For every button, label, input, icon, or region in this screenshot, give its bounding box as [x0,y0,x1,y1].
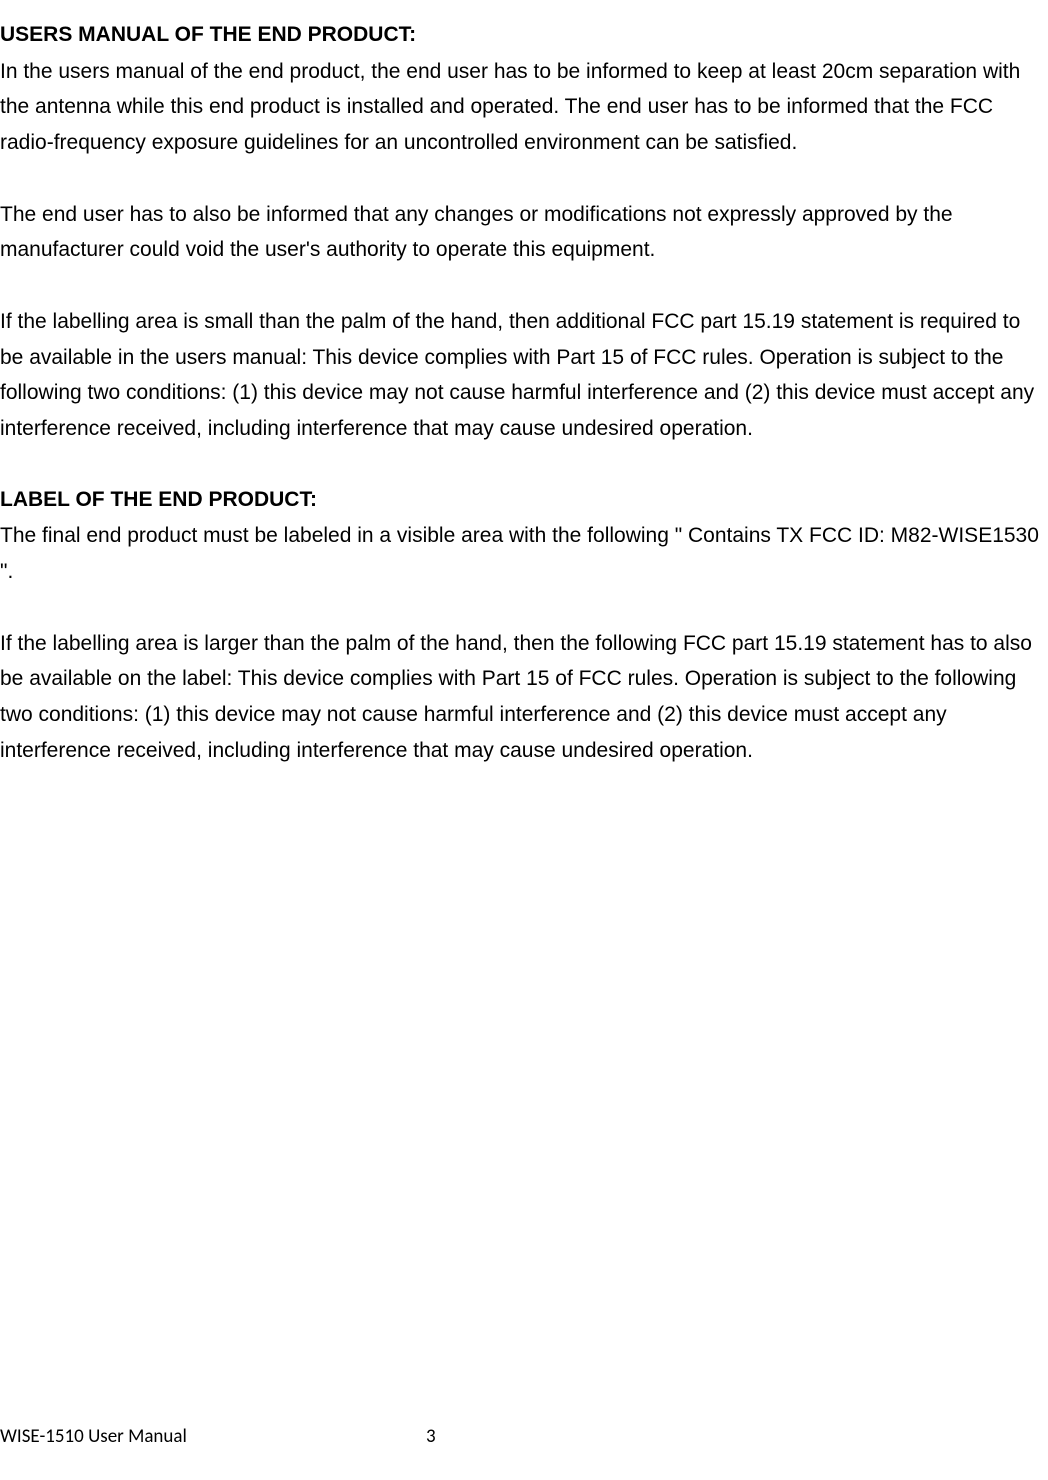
footer-page-number: 3 [426,1425,436,1448]
section2-heading: LABEL OF THE END PRODUCT: [0,483,1048,517]
section2-para1: The final end product must be labeled in… [0,518,1048,589]
section1-para3: If the labelling area is small than the … [0,304,1048,447]
section1-para2: The end user has to also be informed tha… [0,197,1048,268]
page-content: USERS MANUAL OF THE END PRODUCT: In the … [0,0,1048,769]
section1-heading: USERS MANUAL OF THE END PRODUCT: [0,18,1048,52]
page-footer: WISE-1510 User Manual 3 [0,1425,1048,1448]
footer-title: WISE-1510 User Manual [0,1425,187,1448]
section2-para2: If the labelling area is larger than the… [0,626,1048,769]
section1-para1: In the users manual of the end product, … [0,54,1048,161]
